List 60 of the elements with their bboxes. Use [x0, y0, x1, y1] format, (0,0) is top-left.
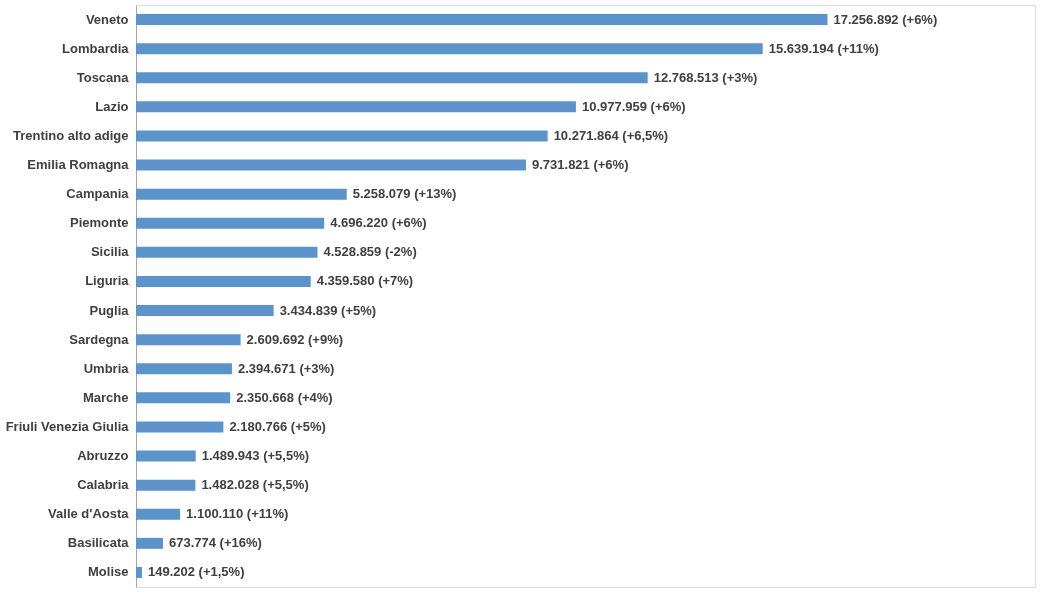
- data-label: 3.434.839 (+5%): [279, 302, 377, 318]
- y-tick-label: Lazio: [95, 98, 129, 114]
- bar: [136, 72, 648, 84]
- y-tick-label: Molise: [88, 564, 129, 580]
- data-label: 15.639.194 (+11%): [768, 40, 879, 56]
- bar: [136, 508, 181, 520]
- data-label: 1.482.028 (+5,5%): [201, 477, 309, 493]
- y-tick-label: Liguria: [85, 273, 130, 289]
- bar: [136, 421, 224, 433]
- y-tick-label: Lombardia: [62, 40, 130, 56]
- y-tick-label: Valle d'Aosta: [48, 506, 130, 522]
- y-tick-label: Trentino alto adige: [12, 127, 129, 143]
- bar: [136, 43, 763, 55]
- y-tick-label: Puglia: [89, 302, 130, 318]
- y-tick-label: Emilia Romagna: [27, 157, 130, 173]
- data-label: 149.202 (+1,5%): [147, 564, 245, 580]
- bar: [136, 101, 576, 113]
- data-label: 673.774 (+16%): [169, 535, 262, 551]
- data-label: 4.528.859 (-2%): [323, 244, 417, 260]
- data-label: 4.359.580 (+7%): [316, 273, 414, 289]
- data-label: 5.258.079 (+13%): [352, 186, 457, 202]
- bar: [136, 159, 526, 171]
- bar: [136, 275, 311, 287]
- data-label: 2.180.766 (+5%): [229, 418, 326, 434]
- y-tick-label: Abruzzo: [77, 448, 129, 464]
- data-label: 2.394.671 (+3%): [237, 360, 335, 376]
- data-label: 2.350.668 (+4%): [236, 389, 333, 405]
- y-tick-label: Sardegna: [69, 331, 130, 347]
- y-tick-label: Piemonte: [69, 215, 129, 231]
- bar: [136, 130, 548, 142]
- data-label: 10.271.864 (+6,5%): [553, 127, 669, 143]
- y-tick-label: Campania: [66, 186, 130, 202]
- data-label: 1.100.110 (+11%): [186, 506, 289, 522]
- data-label: 1.489.943 (+5,5%): [201, 448, 310, 464]
- y-tick-label: Basilicata: [67, 535, 130, 551]
- bar: [136, 246, 318, 258]
- bar: [136, 305, 274, 317]
- y-tick-label: Veneto: [85, 11, 129, 27]
- bar: [136, 537, 163, 549]
- bar: [136, 392, 231, 404]
- data-label: 9.731.821 (+6%): [531, 157, 629, 173]
- bar: [136, 566, 142, 578]
- data-label: 10.977.959 (+6%): [581, 98, 686, 114]
- y-tick-label: Calabria: [77, 477, 130, 493]
- data-label: 12.768.513 (+3%): [653, 69, 758, 85]
- data-label: 2.609.692 (+9%): [246, 331, 344, 347]
- y-tick-label: Marche: [82, 389, 129, 405]
- bar: [136, 217, 325, 229]
- y-tick-label: Sicilia: [90, 244, 130, 260]
- bar: [136, 450, 196, 462]
- y-tick-label: Umbria: [83, 360, 130, 376]
- y-tick-label: Friuli Venezia Giulia: [5, 418, 130, 434]
- data-label: 4.696.220 (+6%): [330, 215, 427, 231]
- y-tick-label: Toscana: [76, 69, 130, 85]
- bar: [136, 334, 241, 346]
- data-label: 17.256.892 (+6%): [833, 11, 938, 27]
- bar: [136, 363, 232, 375]
- bar: [136, 188, 347, 200]
- bar: [136, 479, 196, 491]
- bar: [136, 14, 828, 26]
